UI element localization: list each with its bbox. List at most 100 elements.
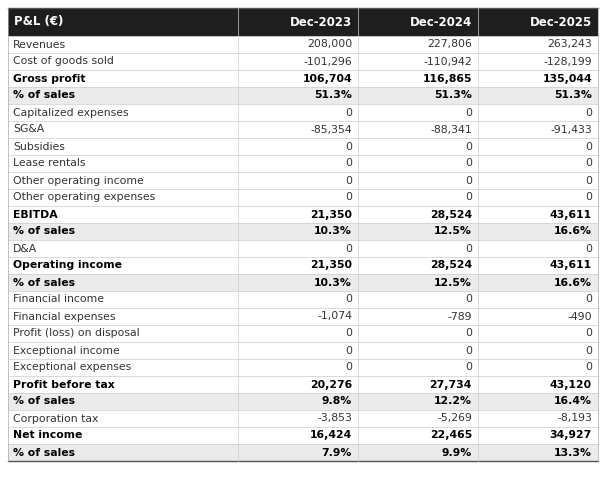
Text: -789: -789 bbox=[448, 311, 472, 322]
Text: 51.3%: 51.3% bbox=[434, 90, 472, 101]
Text: 0: 0 bbox=[345, 192, 352, 203]
Text: -1,074: -1,074 bbox=[317, 311, 352, 322]
Text: 106,704: 106,704 bbox=[302, 74, 352, 83]
Bar bbox=[8, 155, 598, 172]
Text: 0: 0 bbox=[345, 328, 352, 339]
Text: 12.2%: 12.2% bbox=[434, 396, 472, 407]
Text: 10.3%: 10.3% bbox=[314, 278, 352, 287]
Text: -110,942: -110,942 bbox=[423, 57, 472, 66]
Text: 12.5%: 12.5% bbox=[434, 226, 472, 237]
Text: 51.3%: 51.3% bbox=[314, 90, 352, 101]
Text: 116,865: 116,865 bbox=[422, 74, 472, 83]
Text: 0: 0 bbox=[585, 294, 592, 305]
Text: 21,350: 21,350 bbox=[310, 261, 352, 270]
Text: 0: 0 bbox=[585, 328, 592, 339]
Text: 0: 0 bbox=[465, 328, 472, 339]
Text: Operating income: Operating income bbox=[13, 261, 122, 270]
Text: -3,853: -3,853 bbox=[317, 413, 352, 424]
Text: D&A: D&A bbox=[13, 244, 37, 253]
Text: EBITDA: EBITDA bbox=[13, 209, 58, 220]
Text: 13.3%: 13.3% bbox=[554, 447, 592, 458]
Text: 0: 0 bbox=[465, 107, 472, 118]
Text: 16,424: 16,424 bbox=[310, 430, 352, 441]
Bar bbox=[8, 393, 598, 410]
Text: 0: 0 bbox=[345, 107, 352, 118]
Text: 0: 0 bbox=[345, 294, 352, 305]
Text: 43,611: 43,611 bbox=[550, 209, 592, 220]
Text: 7.9%: 7.9% bbox=[322, 447, 352, 458]
Bar bbox=[8, 359, 598, 376]
Text: 0: 0 bbox=[345, 176, 352, 185]
Text: Capitalized expenses: Capitalized expenses bbox=[13, 107, 128, 118]
Text: 16.4%: 16.4% bbox=[554, 396, 592, 407]
Text: % of sales: % of sales bbox=[13, 447, 75, 458]
Text: 0: 0 bbox=[345, 142, 352, 151]
Text: 0: 0 bbox=[465, 159, 472, 168]
Text: 0: 0 bbox=[585, 363, 592, 372]
Text: % of sales: % of sales bbox=[13, 278, 75, 287]
Text: Dec-2023: Dec-2023 bbox=[290, 16, 352, 28]
Bar bbox=[8, 8, 598, 36]
Bar bbox=[8, 138, 598, 155]
Text: Cost of goods sold: Cost of goods sold bbox=[13, 57, 114, 66]
Bar bbox=[8, 172, 598, 189]
Text: 0: 0 bbox=[345, 346, 352, 355]
Text: Subsidies: Subsidies bbox=[13, 142, 65, 151]
Text: 0: 0 bbox=[465, 294, 472, 305]
Bar bbox=[8, 240, 598, 257]
Bar bbox=[8, 274, 598, 291]
Bar bbox=[8, 87, 598, 104]
Text: Lease rentals: Lease rentals bbox=[13, 159, 86, 168]
Text: Financial expenses: Financial expenses bbox=[13, 311, 115, 322]
Text: SG&A: SG&A bbox=[13, 124, 44, 135]
Text: Profit before tax: Profit before tax bbox=[13, 380, 115, 389]
Bar bbox=[8, 223, 598, 240]
Text: 0: 0 bbox=[585, 107, 592, 118]
Text: Revenues: Revenues bbox=[13, 40, 66, 49]
Text: % of sales: % of sales bbox=[13, 90, 75, 101]
Text: 0: 0 bbox=[465, 192, 472, 203]
Text: 0: 0 bbox=[465, 142, 472, 151]
Text: 28,524: 28,524 bbox=[430, 261, 472, 270]
Text: 28,524: 28,524 bbox=[430, 209, 472, 220]
Text: % of sales: % of sales bbox=[13, 226, 75, 237]
Text: Gross profit: Gross profit bbox=[13, 74, 86, 83]
Text: % of sales: % of sales bbox=[13, 396, 75, 407]
Text: 0: 0 bbox=[585, 244, 592, 253]
Bar bbox=[8, 376, 598, 393]
Text: -91,433: -91,433 bbox=[550, 124, 592, 135]
Text: 135,044: 135,044 bbox=[542, 74, 592, 83]
Text: 51.3%: 51.3% bbox=[554, 90, 592, 101]
Text: 16.6%: 16.6% bbox=[554, 226, 592, 237]
Text: 0: 0 bbox=[585, 142, 592, 151]
Text: Dec-2024: Dec-2024 bbox=[410, 16, 472, 28]
Text: 0: 0 bbox=[585, 176, 592, 185]
Text: 0: 0 bbox=[465, 244, 472, 253]
Bar bbox=[8, 325, 598, 342]
Text: Other operating income: Other operating income bbox=[13, 176, 144, 185]
Text: 27,734: 27,734 bbox=[430, 380, 472, 389]
Bar bbox=[8, 427, 598, 444]
Text: 9.8%: 9.8% bbox=[322, 396, 352, 407]
Bar bbox=[8, 189, 598, 206]
Bar bbox=[8, 308, 598, 325]
Text: -128,199: -128,199 bbox=[544, 57, 592, 66]
Text: 0: 0 bbox=[585, 192, 592, 203]
Text: Exceptional expenses: Exceptional expenses bbox=[13, 363, 131, 372]
Bar bbox=[8, 206, 598, 223]
Text: 0: 0 bbox=[585, 346, 592, 355]
Text: Corporation tax: Corporation tax bbox=[13, 413, 98, 424]
Text: 12.5%: 12.5% bbox=[434, 278, 472, 287]
Text: Exceptional income: Exceptional income bbox=[13, 346, 120, 355]
Text: Financial income: Financial income bbox=[13, 294, 104, 305]
Text: -88,341: -88,341 bbox=[430, 124, 472, 135]
Text: -5,269: -5,269 bbox=[437, 413, 472, 424]
Text: 43,611: 43,611 bbox=[550, 261, 592, 270]
Bar bbox=[8, 36, 598, 53]
Bar bbox=[8, 410, 598, 427]
Bar bbox=[8, 291, 598, 308]
Text: Other operating expenses: Other operating expenses bbox=[13, 192, 155, 203]
Text: 263,243: 263,243 bbox=[547, 40, 592, 49]
Text: Profit (loss) on disposal: Profit (loss) on disposal bbox=[13, 328, 140, 339]
Bar bbox=[8, 257, 598, 274]
